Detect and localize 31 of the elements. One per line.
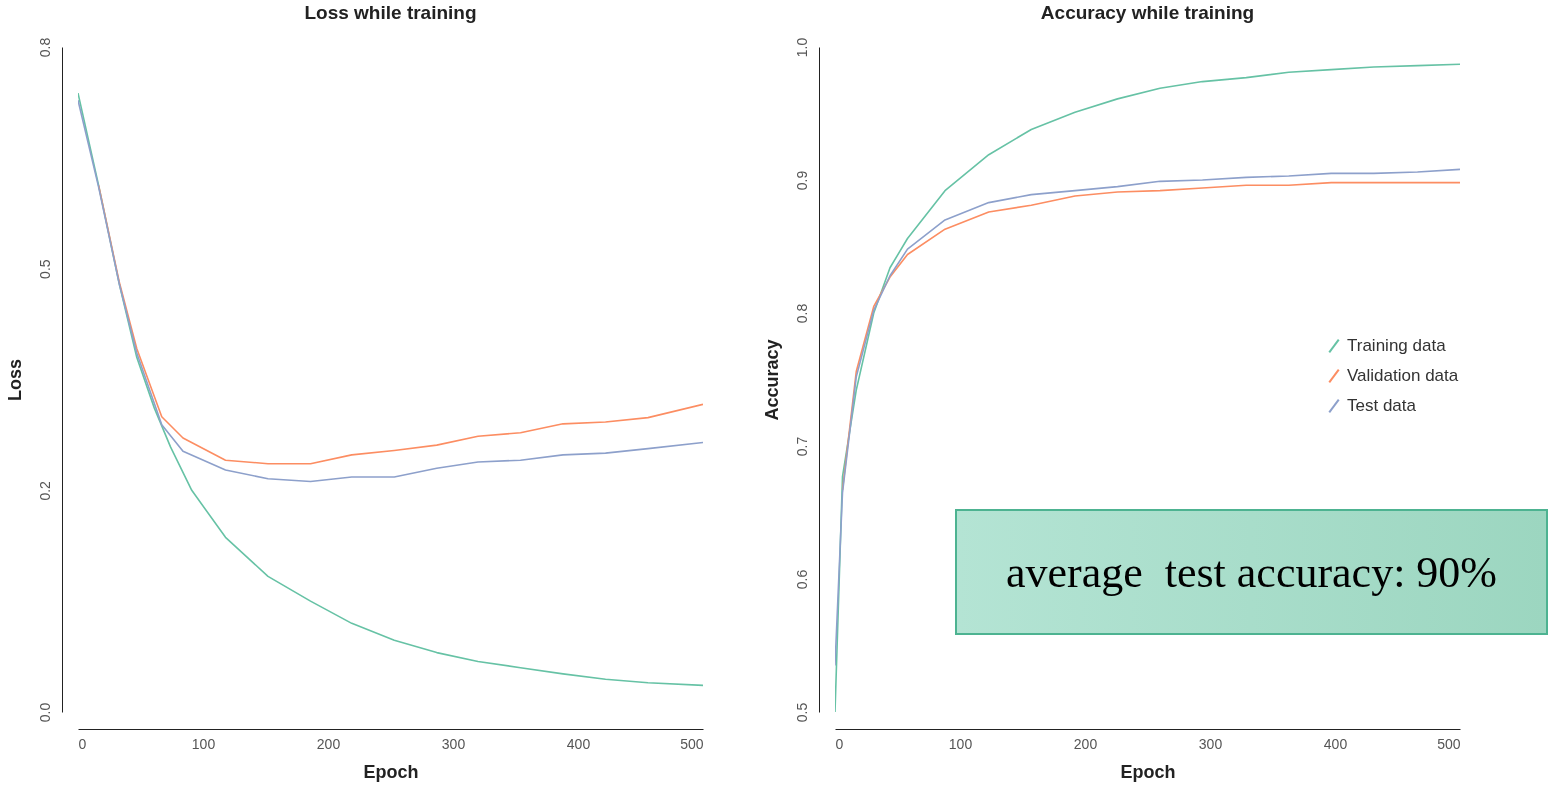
x-tick-label: 300: [441, 735, 466, 752]
y-axis-title: Loss: [4, 358, 25, 402]
legend-label: Training data: [1347, 336, 1447, 355]
y-tick-label: 0.2: [36, 480, 53, 501]
legend-label: Validation data: [1347, 366, 1459, 385]
y-tick-label: 0.6: [793, 569, 810, 590]
x-axis-title: Epoch: [1120, 761, 1176, 782]
x-tick-label: 200: [316, 735, 341, 752]
y-tick-label: 0.0: [36, 702, 53, 723]
x-tick-label: 100: [948, 735, 973, 752]
legend-label: Test data: [1347, 396, 1417, 415]
x-tick-label: 0: [835, 735, 844, 752]
x-tick-label: 400: [1323, 735, 1348, 752]
x-tick-label: 500: [680, 735, 704, 752]
y-tick-label: 0.8: [36, 37, 53, 58]
x-tick-label: 200: [1073, 735, 1098, 752]
y-axis-title: Accuracy: [761, 339, 782, 421]
x-tick-label: 500: [1437, 735, 1461, 752]
y-tick-label: 0.5: [793, 702, 810, 723]
chart-title: Loss while training: [304, 2, 477, 24]
x-tick-label: 0: [78, 735, 87, 752]
y-tick-label: 0.9: [793, 170, 810, 191]
x-tick-label: 400: [566, 735, 591, 752]
y-tick-label: 0.5: [36, 259, 53, 279]
x-tick-label: 300: [1198, 735, 1223, 752]
x-axis-title: Epoch: [363, 761, 419, 782]
x-tick-label: 100: [191, 735, 216, 752]
y-tick-label: 1.0: [793, 37, 810, 58]
y-tick-label: 0.7: [793, 436, 810, 457]
chart-title: Accuracy while training: [1040, 2, 1255, 24]
y-tick-label: 0.8: [793, 303, 810, 324]
